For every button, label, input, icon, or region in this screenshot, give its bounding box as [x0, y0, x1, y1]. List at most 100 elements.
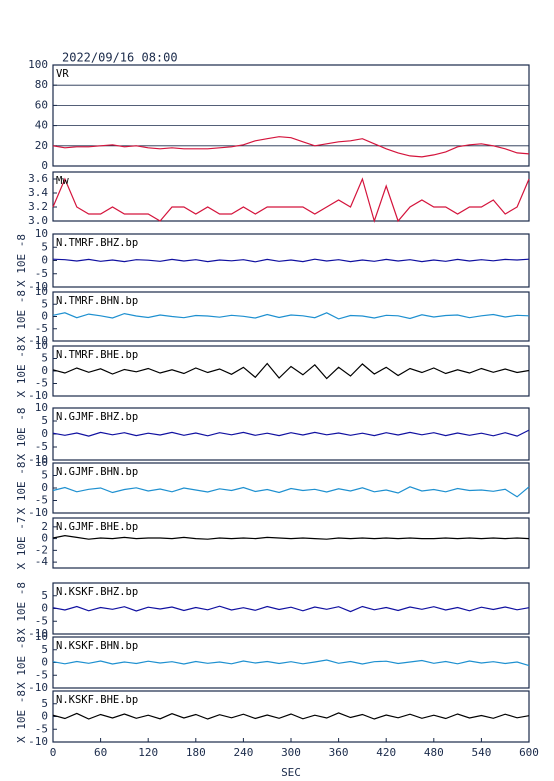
y-axis-label: X 10E -8 [15, 582, 28, 635]
y-axis-label: X 10E -8 [15, 690, 28, 743]
series-label: N.TMRF.BHZ.bp [56, 237, 138, 249]
series-label: N.GJMF.BHZ.bp [56, 411, 138, 423]
y-tick-label: -4 [35, 555, 49, 568]
y-tick-label: -10 [28, 627, 48, 640]
y-tick-label: 0 [41, 710, 48, 723]
y-tick-label: -5 [35, 377, 48, 390]
y-tick-label: -5 [35, 722, 48, 735]
series-line [52, 136, 530, 158]
y-tick-label: 40 [35, 119, 48, 132]
series-line [52, 429, 530, 437]
y-tick-label: -10 [28, 334, 48, 347]
y-tick-label: 10 [35, 456, 48, 469]
panel-frame [52, 517, 530, 569]
y-axis-label: X 10E -8 [15, 234, 28, 287]
y-tick-label: 5 [41, 414, 48, 427]
y-tick-label: -5 [35, 494, 48, 507]
series-label: N.GJMF.BHN.bp [56, 466, 138, 478]
y-tick-label: 3.2 [28, 200, 48, 213]
series-label: VR [56, 68, 69, 80]
y-tick-label: -10 [28, 389, 48, 402]
series-line [52, 534, 530, 540]
panel-frame [52, 64, 530, 167]
y-tick-label: 10 [35, 285, 48, 298]
x-tick-label: 600 [519, 746, 539, 759]
y-tick-label: 3.6 [28, 172, 48, 185]
y-tick-label: -5 [35, 668, 48, 681]
y-axis-label: X 10E -8 [15, 462, 28, 515]
x-tick-label: 60 [94, 746, 107, 759]
x-axis-label: SEC [281, 766, 301, 779]
y-axis-label: X 10E -8 [15, 290, 28, 343]
y-tick-label: 100 [28, 58, 48, 71]
y-tick-label: 0 [41, 364, 48, 377]
series-label: N.KSKF.BHN.bp [56, 640, 138, 652]
series-line [52, 712, 530, 720]
series-line [52, 258, 530, 263]
series-label: N.KSKF.BHZ.bp [56, 586, 138, 598]
y-tick-label: 10 [35, 401, 48, 414]
y-axis-label: X 10E -8 [15, 408, 28, 461]
chart-title: 2022/09/16 08:00 [62, 51, 178, 65]
y-tick-label: -5 [35, 322, 48, 335]
y-tick-label: -5 [35, 440, 48, 453]
y-tick-label: 3.4 [28, 186, 48, 199]
y-tick-label: 3.0 [28, 214, 48, 227]
y-tick-label: 10 [35, 339, 48, 352]
y-tick-label: 60 [35, 98, 48, 111]
y-tick-label: 0 [41, 427, 48, 440]
y-axis-label: X 10E -7 [15, 517, 28, 570]
y-tick-label: -5 [35, 614, 48, 627]
y-tick-label: 5 [41, 469, 48, 482]
series-line [52, 605, 530, 613]
series-label: N.TMRF.BHE.bp [56, 349, 138, 361]
x-tick-label: 420 [376, 746, 396, 759]
series-line [52, 659, 530, 667]
y-tick-label: 0 [41, 532, 48, 545]
y-tick-label: -10 [28, 453, 48, 466]
y-axis-label: X 10E -8 [15, 636, 28, 689]
y-tick-label: 0 [41, 602, 48, 615]
y-tick-label: 5 [41, 297, 48, 310]
x-tick-label: 120 [138, 746, 158, 759]
y-tick-label: 5 [41, 697, 48, 710]
x-tick-label: 480 [424, 746, 444, 759]
y-tick-label: 0 [41, 481, 48, 494]
series-line [52, 177, 530, 224]
x-tick-label: 240 [233, 746, 253, 759]
x-tick-label: 0 [50, 746, 57, 759]
series-label: N.TMRF.BHN.bp [56, 295, 138, 307]
x-tick-label: 180 [186, 746, 206, 759]
y-tick-label: -10 [28, 506, 48, 519]
y-tick-label: 5 [41, 240, 48, 253]
panel-frame [52, 171, 530, 222]
y-tick-label: -2 [35, 543, 48, 556]
y-tick-label: 80 [35, 78, 48, 91]
y-tick-label: -10 [28, 681, 48, 694]
series-label: N.GJMF.BHE.bp [56, 521, 138, 533]
y-tick-label: 0 [41, 656, 48, 669]
y-tick-label: 5 [41, 589, 48, 602]
y-axis-label: X 10E -8 [15, 345, 28, 398]
series-line [52, 312, 530, 320]
y-tick-label: 0 [41, 159, 48, 172]
y-tick-label: 5 [41, 643, 48, 656]
y-tick-label: 2 [41, 520, 48, 533]
series-label: N.KSKF.BHE.bp [56, 694, 138, 706]
y-tick-label: -10 [28, 735, 48, 748]
x-tick-label: 540 [471, 746, 491, 759]
x-tick-label: 360 [329, 746, 349, 759]
y-tick-label: 0 [41, 310, 48, 323]
series-label: Mw [56, 175, 69, 187]
y-tick-label: 5 [41, 352, 48, 365]
y-tick-label: -10 [28, 280, 48, 293]
y-tick-label: 10 [35, 630, 48, 643]
y-tick-label: -5 [35, 267, 48, 280]
x-tick-label: 300 [281, 746, 301, 759]
series-line [52, 486, 530, 498]
y-tick-label: 20 [35, 139, 48, 152]
series-line [52, 362, 530, 380]
y-tick-label: 10 [35, 227, 48, 240]
y-tick-label: 0 [41, 254, 48, 267]
